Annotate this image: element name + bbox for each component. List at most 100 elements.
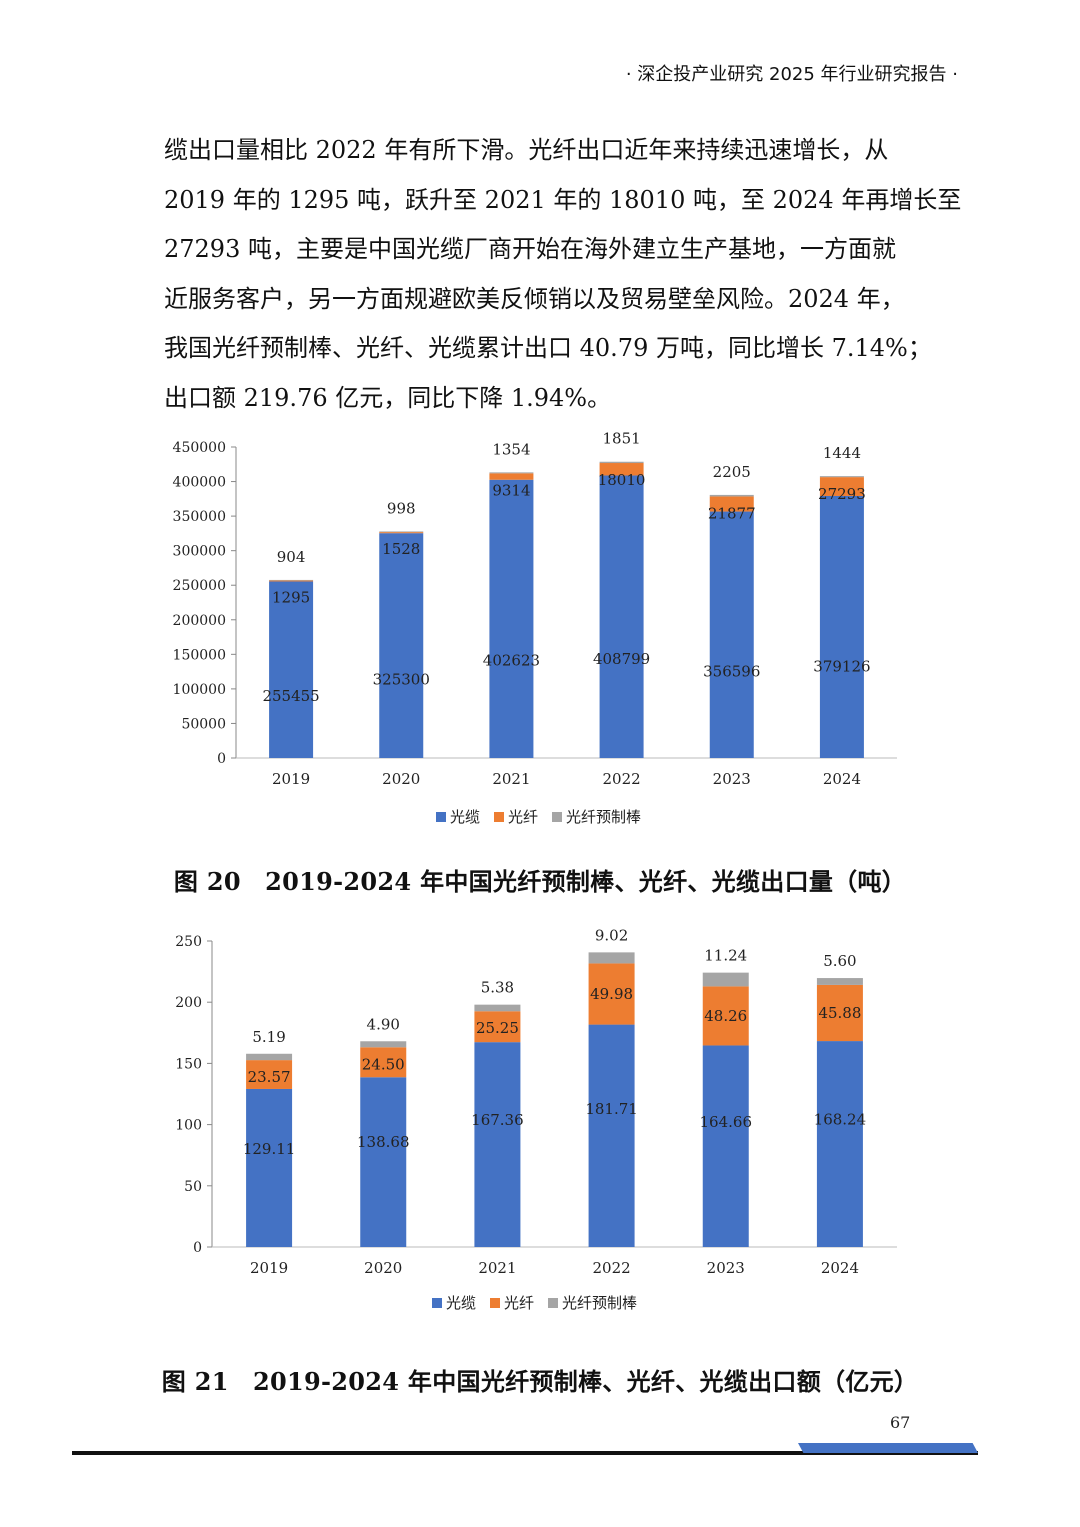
bar-cable — [269, 581, 314, 758]
bar-fiber — [702, 986, 749, 1046]
bar-fiber — [588, 963, 635, 1025]
data-label: 21877 — [708, 504, 756, 522]
paragraph-line: 近服务客户，另一方面规避欧美反倾销以及贸易壁垒风险。2024 年， — [164, 284, 905, 313]
page-header: · 深企投产业研究 2025 年行业研究报告 · — [625, 64, 958, 85]
x-tick-label: 2019 — [250, 1259, 288, 1277]
bar-preform — [599, 461, 644, 464]
data-label: 9314 — [492, 481, 530, 499]
data-label: 23.57 — [248, 1068, 291, 1086]
data-label: 25.25 — [476, 1019, 519, 1037]
data-label: 9.02 — [595, 926, 628, 944]
y-tick-label: 50000 — [181, 716, 226, 732]
bar-fiber — [360, 1047, 407, 1078]
data-label: 1295 — [272, 589, 310, 607]
bar-preform — [702, 972, 749, 987]
footer-rule — [72, 1451, 978, 1455]
bar-preform — [379, 531, 424, 533]
bar-cable — [702, 1045, 749, 1247]
data-label: 181.71 — [585, 1100, 638, 1118]
bar-preform — [360, 1041, 407, 1048]
data-label: 18010 — [598, 471, 646, 489]
data-label: 325300 — [373, 670, 430, 688]
bar-preform — [819, 476, 864, 478]
data-label: 4.90 — [367, 1015, 400, 1033]
x-tick-label: 2021 — [478, 1259, 516, 1277]
bar-preform — [709, 494, 754, 497]
data-label: 167.36 — [471, 1111, 524, 1129]
data-label: 5.60 — [823, 952, 856, 970]
data-label: 2205 — [713, 463, 751, 481]
figure-20-caption: 图 20 2019-2024 年中国光纤预制棒、光纤、光缆出口量（吨） — [173, 867, 907, 896]
data-label: 5.38 — [481, 979, 514, 997]
bar-fiber — [489, 473, 534, 480]
figure-21-caption: 图 21 2019-2024 年中国光纤预制棒、光纤、光缆出口额（亿元） — [161, 1367, 919, 1396]
data-label: 138.68 — [357, 1133, 410, 1151]
y-tick-label: 150 — [175, 1056, 202, 1072]
data-label: 5.19 — [252, 1028, 285, 1046]
legend-label: 光纤预制棒 — [566, 808, 641, 826]
bar-preform — [474, 1004, 521, 1012]
bar-preform — [246, 1053, 293, 1061]
data-label: 379126 — [813, 657, 870, 675]
page-number: 67 — [890, 1413, 911, 1432]
paragraph-line: 出口额 219.76 亿元，同比下降 1.94%。 — [164, 383, 612, 412]
bar-preform — [588, 952, 635, 964]
bar-cable — [819, 495, 864, 758]
bar-cable — [360, 1077, 407, 1247]
body-paragraph: 缆出口量相比 2022 年有所下滑。光纤出口近年来持续迅速增长，从 2019 年… — [164, 126, 961, 424]
x-tick-label: 2020 — [382, 770, 420, 788]
export-value-chart: 0 50 100 150 200 250 129.11 23.57 5.19 2019 138.68… — [175, 926, 897, 1312]
data-label: 49.98 — [590, 985, 633, 1003]
export-volume-chart: 0 50000 100000 150000 200000 250000 300000 3500… — [173, 430, 897, 826]
data-label: 168.24 — [814, 1110, 867, 1128]
x-tick-label: 2024 — [823, 770, 861, 788]
legend-swatch — [548, 1298, 558, 1308]
data-label: 45.88 — [818, 1004, 861, 1022]
bar-cable — [599, 475, 644, 758]
data-label: 129.11 — [243, 1140, 296, 1158]
paragraph-line: 27293 吨，主要是中国光缆厂商开始在海外建立生产基地，一方面就 — [164, 235, 896, 264]
x-tick-label: 2020 — [364, 1259, 402, 1277]
y-tick-label: 150000 — [173, 647, 226, 663]
bar-fiber — [246, 1060, 293, 1089]
legend-swatch — [432, 1298, 442, 1308]
legend-swatch — [494, 812, 504, 822]
x-tick-label: 2024 — [821, 1259, 859, 1277]
x-tick-label: 2019 — [272, 770, 310, 788]
legend-swatch — [436, 812, 446, 822]
bar-fiber — [816, 984, 863, 1042]
bar-preform — [489, 472, 534, 474]
y-tick-label: 0 — [217, 751, 226, 767]
legend-label: 光缆 — [450, 808, 480, 826]
legend-swatch — [490, 1298, 500, 1308]
y-tick-label: 400000 — [173, 475, 226, 491]
y-tick-label: 50 — [184, 1179, 202, 1195]
y-tick-label: 0 — [193, 1240, 202, 1256]
y-tick-label: 100 — [175, 1118, 202, 1134]
bar-cable — [474, 1042, 521, 1247]
data-label: 408799 — [593, 650, 650, 668]
x-tick-label: 2022 — [592, 1259, 630, 1277]
data-label: 904 — [277, 548, 306, 566]
data-label: 1528 — [382, 540, 420, 558]
paragraph-line: 缆出口量相比 2022 年有所下滑。光纤出口近年来持续迅速增长，从 — [164, 136, 889, 164]
y-tick-label: 300000 — [173, 544, 226, 560]
data-label: 24.50 — [362, 1055, 405, 1073]
paragraph-line: 我国光纤预制棒、光纤、光缆累计出口 40.79 万吨，同比增长 7.14%； — [164, 334, 932, 363]
x-tick-label: 2021 — [492, 770, 530, 788]
bar-fiber — [709, 496, 754, 512]
data-label: 255455 — [262, 687, 319, 705]
bar-fiber — [474, 1011, 521, 1043]
bar-cable — [246, 1088, 293, 1247]
data-label: 356596 — [703, 663, 760, 681]
bar-cable — [379, 533, 424, 758]
bar-fiber — [599, 463, 644, 476]
bar-fiber — [269, 580, 314, 582]
bar-preform — [269, 579, 314, 581]
data-label: 1354 — [492, 440, 530, 458]
y-tick-label: 200 — [175, 995, 202, 1011]
data-label: 27293 — [818, 485, 866, 503]
legend-label: 光纤预制棒 — [562, 1294, 637, 1312]
y-tick-label: 100000 — [173, 682, 226, 698]
bar-cable — [588, 1024, 635, 1247]
